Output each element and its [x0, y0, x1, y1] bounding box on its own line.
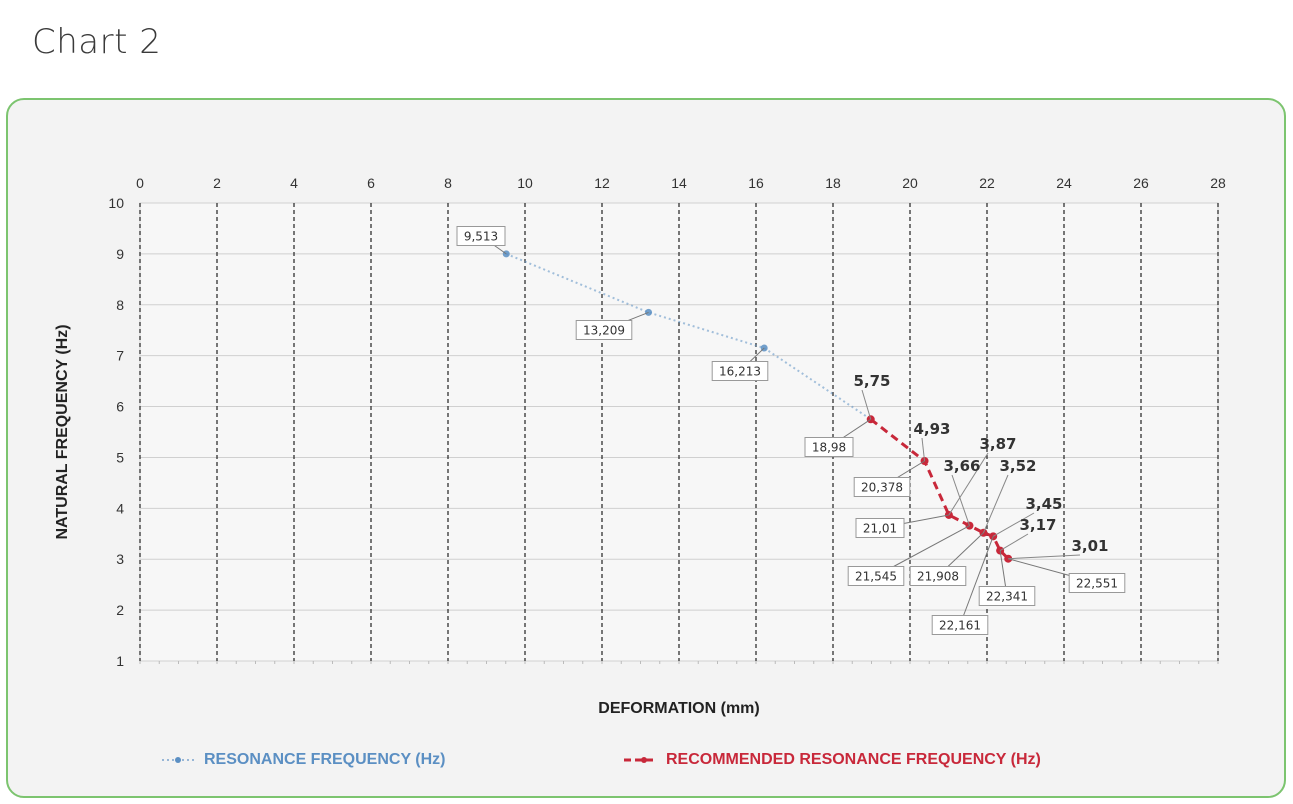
x-tick-label: 20	[902, 175, 918, 191]
y-tick-label: 7	[116, 348, 124, 364]
data-label-deformation: 21,908	[917, 570, 959, 584]
plot-area	[139, 202, 1219, 662]
x-axis-title: DEFORMATION (mm)	[598, 700, 759, 717]
y-axis-title: NATURAL FREQUENCY (Hz)	[54, 324, 71, 539]
data-label-frequency: 3,45	[1025, 495, 1062, 513]
data-label-deformation-box	[853, 477, 911, 497]
data-label-deformation: 22,161	[939, 619, 981, 633]
data-label-frequency: 3,87	[979, 435, 1016, 453]
y-tick-label: 6	[116, 399, 124, 415]
data-label-deformation-box	[978, 586, 1036, 606]
y-tick-label: 3	[116, 551, 124, 567]
data-label-deformation-box	[931, 615, 989, 635]
data-label-frequency-leader	[951, 474, 970, 526]
x-tick-label: 8	[444, 175, 452, 191]
data-label-resonance-box	[456, 226, 506, 246]
x-tick-label: 28	[1210, 175, 1226, 191]
x-tick-label: 24	[1056, 175, 1072, 191]
x-tick-label: 14	[671, 175, 687, 191]
data-label-deformation-box	[909, 566, 967, 586]
x-tick-label: 10	[517, 175, 533, 191]
data-label-resonance: 13,209	[583, 324, 625, 338]
x-tick-label: 18	[825, 175, 841, 191]
data-label-deformation-box	[855, 518, 905, 538]
page-title: Chart 2	[32, 22, 162, 62]
x-tick-label: 22	[979, 175, 995, 191]
data-label-frequency-leader	[999, 533, 1029, 552]
x-tick-label: 4	[290, 175, 298, 191]
data-label-frequency-leader	[992, 512, 1035, 537]
x-tick-label: 26	[1133, 175, 1149, 191]
data-label-frequency-leader	[948, 452, 989, 516]
y-tick-label: 10	[108, 195, 124, 211]
data-label-frequency: 3,66	[943, 457, 980, 475]
data-label-resonance-box	[575, 320, 633, 340]
data-label-frequency: 4,93	[913, 420, 950, 438]
x-tick-label: 16	[748, 175, 764, 191]
data-label-resonance: 16,213	[719, 365, 761, 379]
data-label-frequency-leader	[921, 437, 926, 462]
legend-swatch-resonance-icon	[162, 757, 194, 763]
y-tick-label: 8	[116, 297, 124, 313]
legend-item-recommended[interactable]: RECOMMENDED RESONANCE FREQUENCY (Hz)	[622, 748, 1041, 772]
y-tick-label: 4	[116, 500, 124, 516]
x-tick-label: 0	[136, 175, 144, 191]
data-label-deformation-box	[804, 437, 854, 457]
data-label-frequency-leader	[1008, 554, 1081, 560]
data-label-frequency: 3,01	[1071, 537, 1108, 555]
data-label-frequency: 3,17	[1019, 516, 1056, 534]
data-label-deformation-box	[847, 566, 905, 586]
data-label-resonance: 9,513	[464, 230, 498, 244]
y-tick-label: 5	[116, 449, 124, 465]
y-tick-label: 1	[116, 653, 124, 669]
y-tick-label: 2	[116, 602, 124, 618]
data-label-deformation: 22,551	[1076, 577, 1118, 591]
data-label-deformation: 21,545	[855, 570, 897, 584]
legend-label-resonance: RESONANCE FREQUENCY (Hz)	[204, 751, 446, 768]
data-label-frequency-leader	[982, 474, 1009, 533]
data-label-frequency: 3,52	[999, 457, 1036, 475]
data-label-deformation: 21,01	[863, 522, 897, 536]
y-tick-label: 9	[116, 246, 124, 262]
legend-swatch-recommended-icon	[624, 757, 656, 763]
data-label-deformation-leader	[959, 536, 994, 626]
x-tick-label: 2	[213, 175, 221, 191]
data-label-deformation: 18,98	[812, 441, 846, 455]
data-label-deformation: 22,341	[986, 590, 1028, 604]
series-line-resonance	[505, 252, 872, 421]
data-label-frequency: 5,75	[853, 372, 890, 390]
x-tick-label: 6	[367, 175, 375, 191]
legend-label-recommended: RECOMMENDED RESONANCE FREQUENCY (Hz)	[666, 751, 1041, 768]
data-label-deformation: 20,378	[861, 481, 903, 495]
data-label-frequency-leader	[861, 389, 872, 420]
legend-item-resonance[interactable]: RESONANCE FREQUENCY (Hz)	[160, 748, 446, 772]
x-tick-label: 12	[594, 175, 610, 191]
data-label-resonance-box	[711, 361, 769, 381]
data-label-deformation-box	[1068, 573, 1126, 593]
